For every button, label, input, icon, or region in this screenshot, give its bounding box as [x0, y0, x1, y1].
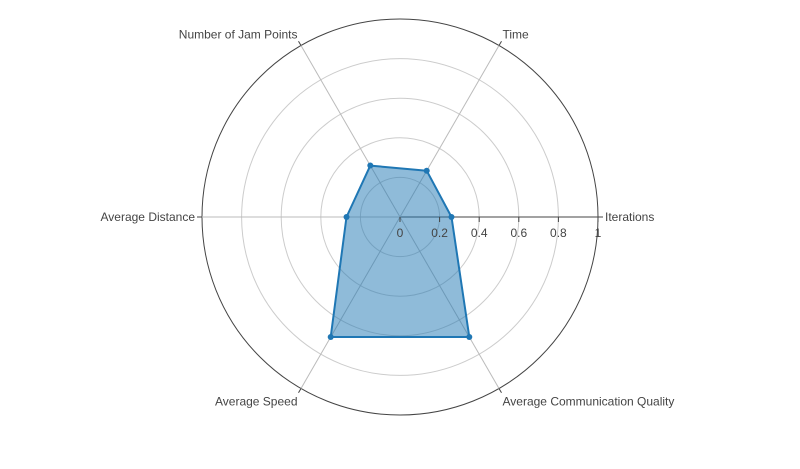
radial-tick-label: 0.4: [471, 226, 488, 240]
axis-label-time: Time: [503, 28, 530, 42]
radial-tick-label: 0.8: [550, 226, 567, 240]
radial-tick-labels: 0 0.2 0.4 0.6 0.8 1: [397, 217, 602, 240]
spoke-tick-2: [298, 40, 302, 46]
series-area-0: [329, 164, 471, 338]
axis-label-average-distance: Average Distance: [101, 210, 196, 224]
data-point-average-distance[interactable]: [343, 214, 350, 220]
axis-labels: Iterations Time Number of Jam Points Averag…: [101, 28, 675, 409]
axis-label-average-speed: Average Speed: [215, 395, 298, 409]
data-point-number-of-jam-points[interactable]: [367, 162, 374, 169]
data-point-average-speed[interactable]: [327, 334, 334, 341]
spoke-tick-5: [498, 388, 502, 394]
radial-tick-label: 0.6: [510, 226, 527, 240]
radial-tick-label: 1: [595, 226, 602, 240]
axis-label-number-of-jam-points: Number of Jam Points: [179, 28, 298, 42]
data-point-time[interactable]: [423, 167, 430, 174]
axis-label-average-communication-quality: Average Communication Quality: [503, 395, 675, 409]
radar-data-layer: [327, 162, 473, 341]
data-point-average-communication-quality[interactable]: [466, 334, 473, 341]
radial-tick-label: 0.2: [431, 226, 448, 240]
radial-tick-label: 0: [397, 226, 404, 240]
spoke-tick-1: [498, 40, 502, 46]
data-point-iterations[interactable]: [448, 214, 455, 220]
axis-label-iterations: Iterations: [605, 210, 654, 224]
spoke-tick-4: [298, 388, 302, 394]
